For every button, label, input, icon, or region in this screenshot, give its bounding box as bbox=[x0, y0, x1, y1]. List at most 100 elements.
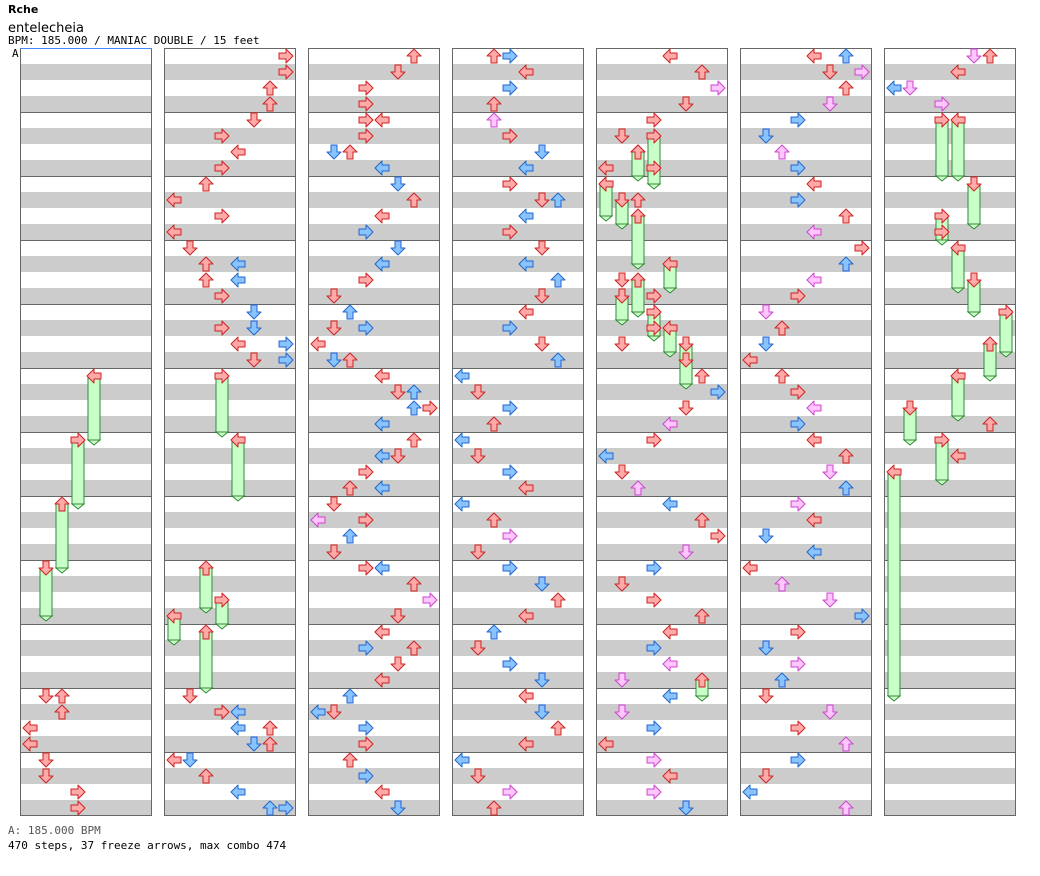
note-arrow-left bbox=[310, 512, 326, 528]
freeze-arrow-tail bbox=[614, 223, 630, 230]
note-arrow-down bbox=[614, 576, 630, 592]
freeze-arrow-tail bbox=[662, 351, 678, 358]
note-arrow-right bbox=[214, 704, 230, 720]
note-arrow-down bbox=[822, 592, 838, 608]
freeze-arrow-tail bbox=[934, 175, 950, 182]
column-border bbox=[884, 48, 1016, 816]
note-arrow-right bbox=[502, 784, 518, 800]
measure-stripe bbox=[740, 160, 872, 176]
note-arrow-left bbox=[518, 736, 534, 752]
note-arrow-right bbox=[646, 720, 662, 736]
measure-stripe bbox=[20, 800, 152, 816]
note-arrow-left bbox=[598, 448, 614, 464]
measure-stripe bbox=[884, 272, 1016, 288]
measure-stripe bbox=[164, 160, 296, 176]
note-arrow-right bbox=[854, 240, 870, 256]
chart-column bbox=[20, 48, 152, 816]
measure-stripe bbox=[740, 544, 872, 560]
freeze-arrow-head-right bbox=[934, 208, 950, 224]
measure-stripe bbox=[596, 304, 728, 320]
measure-stripe bbox=[884, 688, 1016, 704]
note-arrow-left bbox=[230, 720, 246, 736]
note-arrow-right bbox=[358, 96, 374, 112]
note-arrow-left bbox=[950, 64, 966, 80]
freeze-arrow-body bbox=[935, 119, 949, 177]
note-arrow-up bbox=[694, 512, 710, 528]
measure-stripe bbox=[164, 256, 296, 272]
freeze-arrow-head-left bbox=[230, 432, 246, 448]
measure-stripe bbox=[596, 544, 728, 560]
note-arrow-down bbox=[470, 544, 486, 560]
measure-stripe bbox=[308, 640, 440, 656]
freeze-arrow-tail bbox=[598, 215, 614, 222]
note-arrow-right bbox=[358, 224, 374, 240]
measure-stripe bbox=[596, 784, 728, 800]
measure-stripe bbox=[884, 400, 1016, 416]
measure-stripe bbox=[596, 272, 728, 288]
measure-stripe bbox=[452, 656, 584, 672]
note-arrow-down bbox=[246, 736, 262, 752]
note-arrow-right bbox=[710, 384, 726, 400]
freeze-arrow-head-right bbox=[646, 128, 662, 144]
bpm-legend: A: 185.000 BPM bbox=[8, 824, 101, 837]
note-arrow-up bbox=[982, 48, 998, 64]
measure-stripe bbox=[452, 336, 584, 352]
measure-stripe bbox=[740, 608, 872, 624]
measure-stripe bbox=[308, 800, 440, 816]
note-arrow-right bbox=[646, 320, 662, 336]
note-arrow-left bbox=[806, 400, 822, 416]
note-arrow-up bbox=[550, 272, 566, 288]
measure-stripe bbox=[164, 432, 296, 448]
measure-stripe bbox=[596, 704, 728, 720]
note-arrow-right bbox=[502, 528, 518, 544]
measure-stripe bbox=[452, 256, 584, 272]
note-arrow-right bbox=[790, 192, 806, 208]
measure-stripe bbox=[452, 128, 584, 144]
measure-stripe bbox=[452, 528, 584, 544]
measure-stripe bbox=[740, 48, 872, 64]
measure-stripe bbox=[308, 704, 440, 720]
note-arrow-right bbox=[214, 208, 230, 224]
note-arrow-right bbox=[646, 432, 662, 448]
measure-stripe bbox=[20, 784, 152, 800]
measure-stripe bbox=[740, 112, 872, 128]
measure-stripe bbox=[20, 288, 152, 304]
measure-stripe bbox=[452, 80, 584, 96]
freeze-arrow-head-up bbox=[630, 272, 646, 288]
measure-stripe bbox=[20, 528, 152, 544]
freeze-arrow-tail bbox=[646, 183, 662, 190]
measure-stripe bbox=[308, 320, 440, 336]
measure-stripe bbox=[740, 320, 872, 336]
measure-stripe bbox=[452, 192, 584, 208]
note-arrow-up bbox=[342, 304, 358, 320]
measure-stripe bbox=[164, 784, 296, 800]
measure-stripe bbox=[740, 416, 872, 432]
freeze-arrow-tail bbox=[934, 239, 950, 246]
measure-stripe bbox=[740, 80, 872, 96]
measure-stripe bbox=[740, 592, 872, 608]
note-arrow-up bbox=[550, 352, 566, 368]
freeze-arrow-body bbox=[199, 631, 213, 689]
note-arrow-up bbox=[342, 528, 358, 544]
note-arrow-up bbox=[838, 736, 854, 752]
note-arrow-down bbox=[758, 304, 774, 320]
measure-stripe bbox=[164, 672, 296, 688]
measure-stripe bbox=[596, 192, 728, 208]
note-arrow-up bbox=[694, 608, 710, 624]
note-arrow-left bbox=[662, 656, 678, 672]
measure-stripe bbox=[20, 704, 152, 720]
note-arrow-down bbox=[534, 144, 550, 160]
chart-column bbox=[308, 48, 440, 816]
measure-stripe bbox=[740, 96, 872, 112]
measure-stripe bbox=[20, 384, 152, 400]
measure-stripe bbox=[884, 704, 1016, 720]
measure-stripe bbox=[308, 288, 440, 304]
freeze-arrow-head-right bbox=[934, 112, 950, 128]
measure-stripe bbox=[884, 128, 1016, 144]
note-arrow-left bbox=[374, 160, 390, 176]
measure-stripe bbox=[452, 560, 584, 576]
freeze-arrow-tail bbox=[886, 695, 902, 702]
freeze-arrow-body bbox=[87, 375, 101, 441]
note-arrow-down bbox=[182, 240, 198, 256]
measure-stripe bbox=[20, 544, 152, 560]
